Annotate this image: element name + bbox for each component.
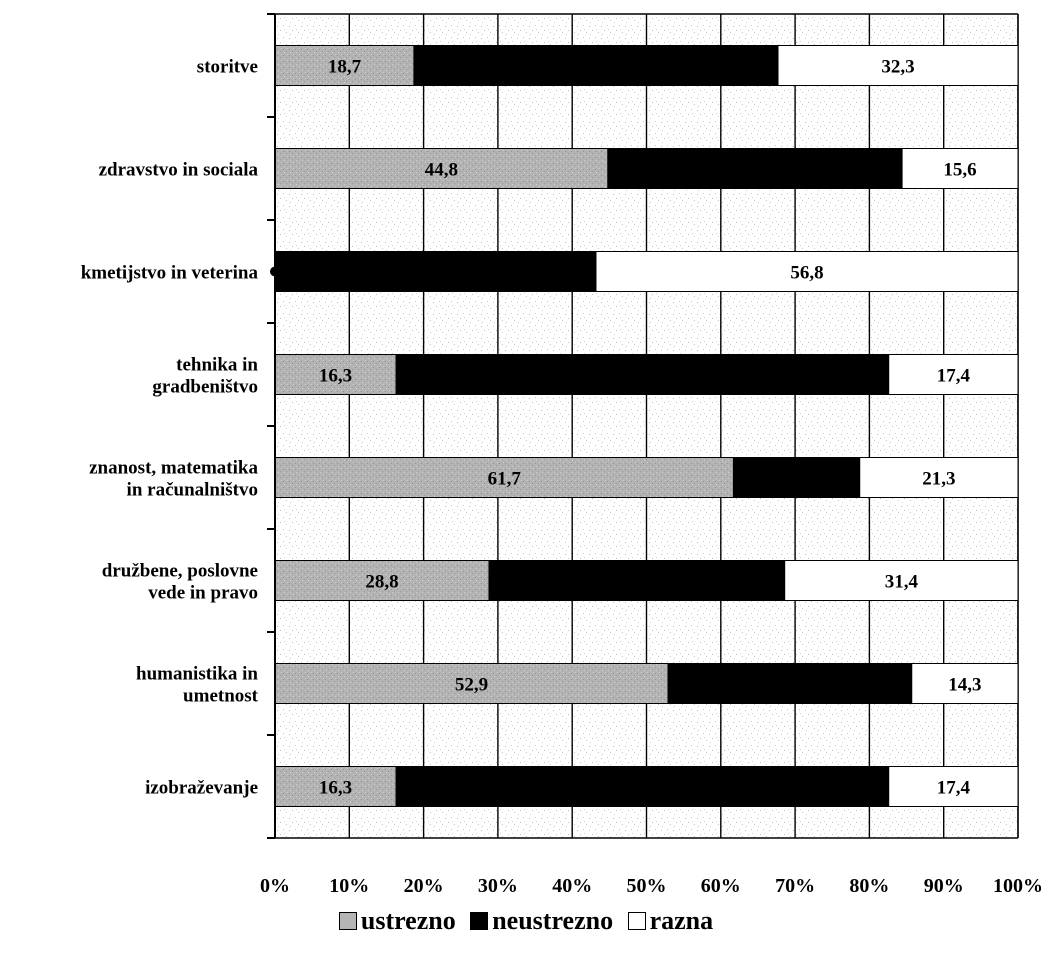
data-label-ustrezno: 44,8 [425,160,458,181]
data-label-ustrezno: 16,3 [319,366,352,387]
x-tick-label: 20% [404,875,444,897]
x-tick-label: 50% [627,875,667,897]
data-label-ustrezno: 18,7 [328,57,362,78]
x-tick-label: 30% [478,875,518,897]
bar-segment-ustrezno [274,148,609,189]
bar-segment-ustrezno [274,354,397,395]
category-label: izobraževanje [145,778,258,799]
category-label-line: vede in pravo [148,583,258,604]
bar-segment-ustrezno [274,560,490,601]
legend-swatch-ustrezno [338,912,357,930]
bar-segment-ustrezno [274,766,397,807]
data-label-razna: 14,3 [948,675,981,696]
category-label-line: zdravstvo in sociala [99,160,259,181]
bar-segment-razna [911,663,1019,704]
legend-item-neustrezno: neustrezno [470,906,613,936]
data-label-razna: 17,4 [937,778,971,799]
category-label: tehnika in gradbeništvo [152,355,258,398]
category-label: kmetijstvo in veterina [81,263,259,284]
data-label-ustrezno: 61,7 [488,469,522,490]
bar-segment-razna [901,148,1019,189]
axes [267,13,276,839]
data-label-razna: 32,3 [881,57,914,78]
category-label: znanost, matematika in računalništvo [89,458,258,501]
bar-segment-neustrezno [667,663,913,704]
data-label-razna: 21,3 [922,469,955,490]
category-label: storitve [197,57,258,78]
category-label: humanistika in umetnost [136,664,259,707]
bar-segment-ustrezno [274,663,669,704]
x-tick-label: 40% [552,875,592,897]
legend: ustrezno neustrezno razna [0,906,1052,937]
legend-item-razna: razna [627,906,714,936]
legend-label-razna: razna [649,906,714,935]
data-label-ustrezno: 28,8 [365,572,398,593]
bar-segment-ustrezno [274,45,415,86]
category-label-line: gradbeništvo [152,377,258,398]
category-label: družbene, poslovne vede in pravo [102,561,258,604]
bar-segment-ustrezno [274,457,734,498]
category-label-line: in računalništvo [127,480,258,501]
category-label-line: kmetijstvo in veterina [81,263,259,284]
x-tick-label: 10% [329,875,369,897]
category-label-line: družbene, poslovne [102,561,258,582]
data-label-razna: 15,6 [943,160,976,181]
category-label-line: humanistika in [136,664,258,685]
x-tick-label: 100% [993,875,1043,897]
legend-swatch-neustrezno [470,912,489,930]
data-label-razna: 56,8 [790,263,823,284]
bar-segment-neustrezno [395,354,890,395]
x-tick-label: 90% [924,875,964,897]
bar-segment-neustrezno [413,45,779,86]
category-label: zdravstvo in sociala [99,160,259,181]
bar-segment-neustrezno [274,251,597,292]
data-label-razna: 31,4 [885,572,919,593]
bar-segment-neustrezno [607,148,903,189]
data-label-ustrezno: 16,3 [319,778,352,799]
legend-label-ustrezno: ustrezno [360,906,456,935]
bar-segment-razna [595,251,1019,292]
category-label-line: tehnika in [176,355,258,376]
data-label-razna: 17,4 [937,366,971,387]
x-tick-label: 0% [260,875,290,897]
legend-item-ustrezno: ustrezno [338,906,456,936]
data-label-ustrezno: 52,9 [455,675,488,696]
bar-segment-neustrezno [488,560,786,601]
bar-segment-neustrezno [395,766,890,807]
bar-segment-razna [784,560,1019,601]
bar-segment-neustrezno [732,457,861,498]
category-label-line: storitve [197,57,258,78]
category-label-line: izobraževanje [145,778,258,799]
category-label-line: znanost, matematika [89,458,258,479]
bar-segment-razna [859,457,1019,498]
legend-swatch-razna [627,912,646,930]
x-tick-label: 70% [775,875,815,897]
category-label-line: umetnost [183,686,259,707]
bars [270,45,1019,807]
x-tick-label: 80% [849,875,889,897]
legend-label-neustrezno: neustrezno [492,906,614,935]
labels: 18,7 32,3 44,8 15,6 56,8 16,3 17,4 61,7 21,3 28,8… [81,57,1043,898]
bar-segment-razna [777,45,1019,86]
bar-segment-razna [888,354,1019,395]
bar-segment-razna [888,766,1019,807]
x-tick-label: 60% [701,875,741,897]
